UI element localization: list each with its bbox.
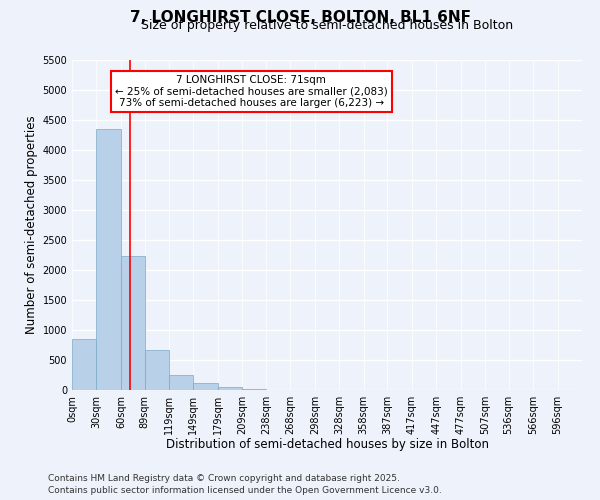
Text: 7, LONGHIRST CLOSE, BOLTON, BL1 6NF: 7, LONGHIRST CLOSE, BOLTON, BL1 6NF xyxy=(130,10,470,25)
Bar xyxy=(97,129,121,390)
Bar xyxy=(193,383,218,390)
Bar xyxy=(218,387,242,390)
X-axis label: Distribution of semi-detached houses by size in Bolton: Distribution of semi-detached houses by … xyxy=(166,438,488,452)
Bar xyxy=(72,339,97,390)
Title: Size of property relative to semi-detached houses in Bolton: Size of property relative to semi-detach… xyxy=(141,20,513,32)
Bar xyxy=(242,389,266,390)
Y-axis label: Number of semi-detached properties: Number of semi-detached properties xyxy=(25,116,38,334)
Bar xyxy=(145,350,169,390)
Bar xyxy=(169,375,193,390)
Text: 7 LONGHIRST CLOSE: 71sqm
← 25% of semi-detached houses are smaller (2,083)
73% o: 7 LONGHIRST CLOSE: 71sqm ← 25% of semi-d… xyxy=(115,75,388,108)
Bar xyxy=(121,256,145,390)
Text: Contains HM Land Registry data © Crown copyright and database right 2025.
Contai: Contains HM Land Registry data © Crown c… xyxy=(48,474,442,495)
